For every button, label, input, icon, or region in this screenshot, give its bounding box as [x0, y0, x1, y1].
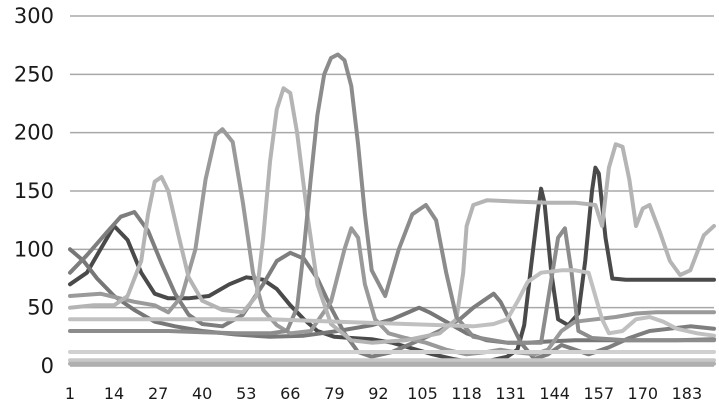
- x-tick-label: 157: [583, 384, 614, 403]
- x-tick-label: 40: [192, 384, 212, 403]
- series-line-1: [68, 165, 716, 364]
- x-tick-label: 92: [368, 384, 388, 403]
- x-tick-label: 53: [236, 384, 256, 403]
- series-line-7: [68, 268, 716, 338]
- series-line-4: [68, 127, 716, 357]
- y-axis-tick-labels: 0 50 100 150 200 250 300: [14, 4, 54, 378]
- x-tick-label: 118: [451, 384, 482, 403]
- x-tick-label: 1: [65, 384, 75, 403]
- x-tick-label: 183: [672, 384, 703, 403]
- x-tick-label: 131: [495, 384, 526, 403]
- y-tick-label: 150: [14, 179, 54, 203]
- y-tick-label: 250: [14, 62, 54, 86]
- series-line-6: [68, 52, 716, 345]
- x-tick-label: 79: [324, 384, 344, 403]
- series-line-2: [68, 247, 716, 345]
- x-tick-label: 27: [148, 384, 168, 403]
- series-line-3: [68, 210, 716, 361]
- series-line-5: [68, 86, 716, 345]
- x-tick-label: 170: [628, 384, 659, 403]
- x-tick-label: 66: [280, 384, 300, 403]
- x-tick-label: 14: [104, 384, 124, 403]
- x-tick-label: 105: [407, 384, 438, 403]
- y-tick-label: 100: [14, 237, 54, 261]
- x-axis-tick-labels: 1 14 27 40 53 66 79 92 105 118 131 144 157 170 183: [65, 384, 702, 403]
- y-tick-label: 300: [14, 4, 54, 28]
- x-tick-label: 144: [539, 384, 570, 403]
- y-tick-label: 0: [41, 354, 54, 378]
- series-lines: [68, 52, 716, 366]
- gridlines: [70, 15, 714, 367]
- y-tick-label: 50: [27, 296, 54, 320]
- y-tick-label: 200: [14, 121, 54, 145]
